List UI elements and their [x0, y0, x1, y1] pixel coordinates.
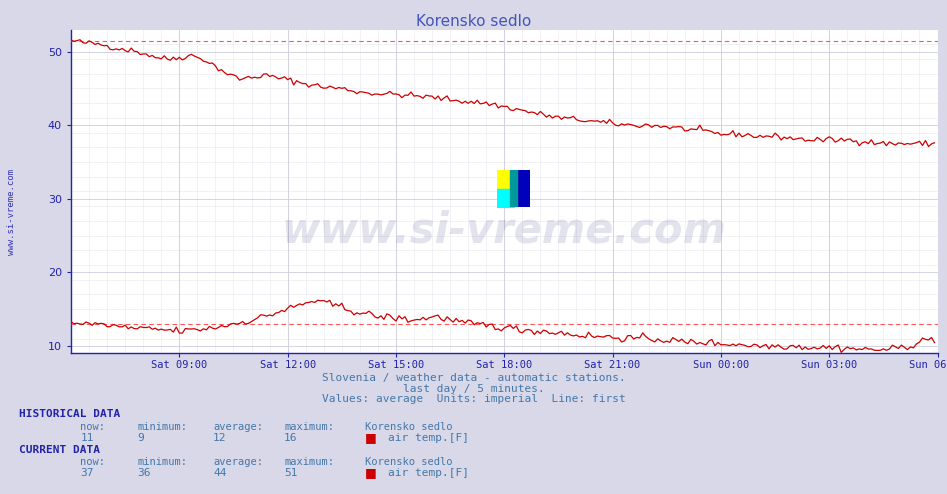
Text: 16: 16: [284, 433, 297, 443]
Text: Slovenia / weather data - automatic stations.: Slovenia / weather data - automatic stat…: [322, 373, 625, 383]
Polygon shape: [510, 170, 517, 207]
Text: 44: 44: [213, 468, 226, 478]
Text: 51: 51: [284, 468, 297, 478]
Text: CURRENT DATA: CURRENT DATA: [19, 446, 100, 455]
Text: now:: now:: [80, 457, 105, 467]
Text: maximum:: maximum:: [284, 422, 334, 432]
Text: minimum:: minimum:: [137, 422, 188, 432]
Text: ■: ■: [365, 466, 376, 479]
Text: ■: ■: [365, 431, 376, 444]
Text: now:: now:: [80, 422, 105, 432]
Text: Values: average  Units: imperial  Line: first: Values: average Units: imperial Line: fi…: [322, 394, 625, 404]
Text: 9: 9: [137, 433, 144, 443]
Text: Korensko sedlo: Korensko sedlo: [365, 457, 452, 467]
Text: 36: 36: [137, 468, 151, 478]
Text: air temp.[F]: air temp.[F]: [388, 468, 470, 478]
Text: minimum:: minimum:: [137, 457, 188, 467]
Polygon shape: [514, 170, 530, 207]
Text: www.si-vreme.com: www.si-vreme.com: [282, 209, 726, 251]
Text: www.si-vreme.com: www.si-vreme.com: [7, 169, 16, 255]
Text: maximum:: maximum:: [284, 457, 334, 467]
Text: last day / 5 minutes.: last day / 5 minutes.: [402, 384, 545, 394]
Text: Korensko sedlo: Korensko sedlo: [416, 14, 531, 29]
Text: average:: average:: [213, 422, 263, 432]
Text: average:: average:: [213, 457, 263, 467]
Text: 11: 11: [80, 433, 94, 443]
Text: 12: 12: [213, 433, 226, 443]
Text: HISTORICAL DATA: HISTORICAL DATA: [19, 410, 120, 419]
Text: Korensko sedlo: Korensko sedlo: [365, 422, 452, 432]
Text: 37: 37: [80, 468, 94, 478]
Text: air temp.[F]: air temp.[F]: [388, 433, 470, 443]
